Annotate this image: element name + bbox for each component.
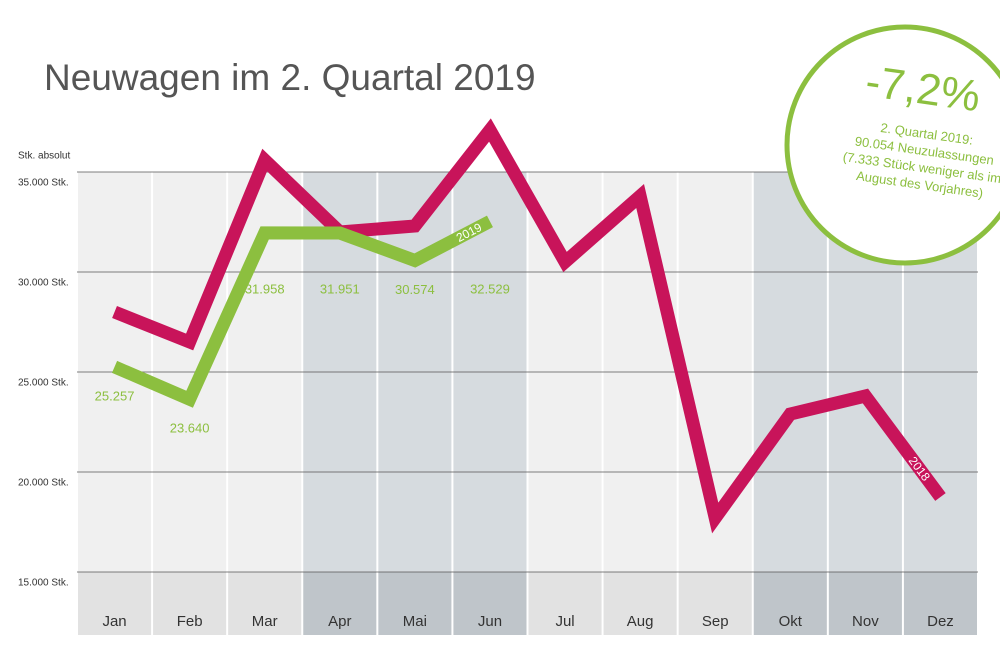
x-tick-label: Nov bbox=[852, 613, 879, 630]
y-tick-label: 25.000 Stk. bbox=[18, 378, 69, 389]
data-label: 31.958 bbox=[245, 281, 285, 296]
category-band bbox=[903, 572, 977, 635]
x-tick-label: Sep bbox=[702, 613, 729, 630]
x-tick-label: Feb bbox=[177, 613, 203, 630]
y-tick-label: 20.000 Stk. bbox=[18, 478, 69, 489]
x-tick-label: Okt bbox=[779, 613, 803, 630]
x-tick-label: Jan bbox=[102, 613, 126, 630]
y-tick-label: 35.000 Stk. bbox=[18, 178, 69, 189]
category-band bbox=[603, 572, 677, 635]
x-tick-label: Apr bbox=[328, 613, 351, 630]
data-label: 32.529 bbox=[470, 281, 510, 296]
data-label: 30.574 bbox=[395, 282, 435, 297]
chart-title: Neuwagen im 2. Quartal 2019 bbox=[44, 57, 536, 98]
x-tick-label: Jun bbox=[478, 613, 502, 630]
data-label: 23.640 bbox=[170, 421, 210, 436]
x-tick-label: Mai bbox=[403, 613, 427, 630]
category-band bbox=[378, 572, 452, 635]
x-tick-label: Aug bbox=[627, 613, 654, 630]
category-band bbox=[153, 572, 227, 635]
category-band bbox=[753, 572, 827, 635]
category-band bbox=[453, 572, 527, 635]
category-band bbox=[678, 572, 752, 635]
x-tick-label: Dez bbox=[927, 613, 954, 630]
x-tick-label: Jul bbox=[555, 613, 574, 630]
series-line bbox=[112, 118, 946, 534]
annotation: -7,2%2. Quartal 2019:90.054 Neuzulassung… bbox=[784, 24, 1000, 266]
category-band bbox=[828, 572, 902, 635]
category-band bbox=[78, 572, 152, 635]
data-label: 25.257 bbox=[95, 388, 135, 403]
category-band bbox=[228, 572, 302, 635]
x-tick-label: Mar bbox=[252, 613, 278, 630]
y-tick-label: 30.000 Stk. bbox=[18, 278, 69, 289]
annotation-ring bbox=[784, 24, 1000, 266]
category-band bbox=[528, 572, 602, 635]
y-tick-label: 15.000 Stk. bbox=[18, 578, 69, 589]
data-label: 31.951 bbox=[320, 281, 360, 296]
y-axis-label: Stk. absolut bbox=[18, 151, 70, 162]
category-band bbox=[303, 572, 377, 635]
series-line bbox=[111, 215, 493, 408]
